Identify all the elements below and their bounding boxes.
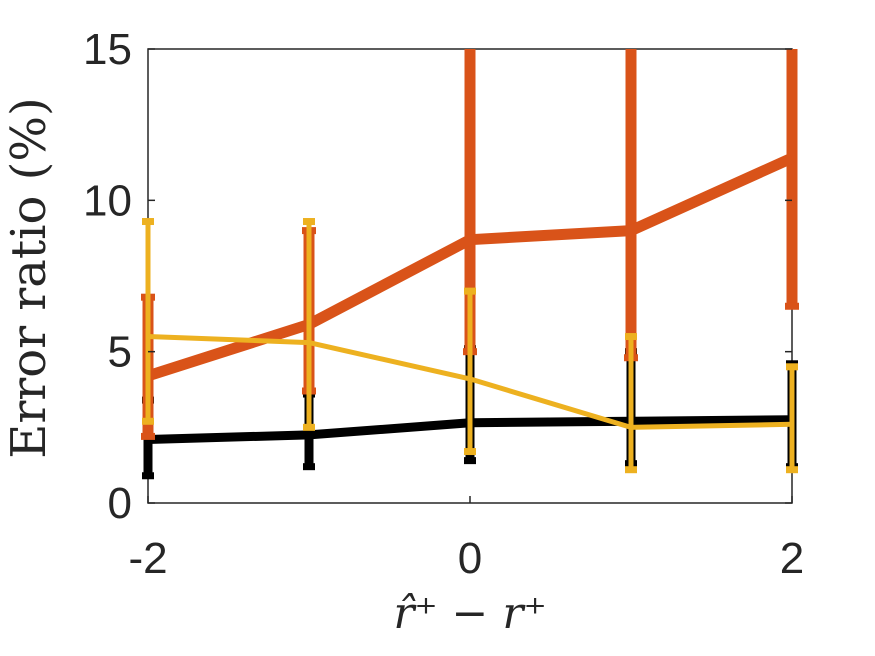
axis-ticks: 0 5 10 15 -2 0 2 xyxy=(83,25,804,583)
y-tick-label: 5 xyxy=(108,328,132,377)
x-tick-label: 2 xyxy=(780,534,804,583)
x-tick-label: -2 xyxy=(128,534,167,583)
x-axis-label: r̂⁺ − r⁺ xyxy=(393,588,546,639)
y-tick-label: 0 xyxy=(108,479,132,528)
series-2 xyxy=(142,218,798,474)
y-tick-label: 15 xyxy=(83,25,132,74)
plot-marks xyxy=(141,49,799,480)
y-axis-label: Error ratio (%) xyxy=(1,97,57,458)
y-tick-label: 10 xyxy=(83,176,132,225)
x-tick-label: 0 xyxy=(458,534,482,583)
